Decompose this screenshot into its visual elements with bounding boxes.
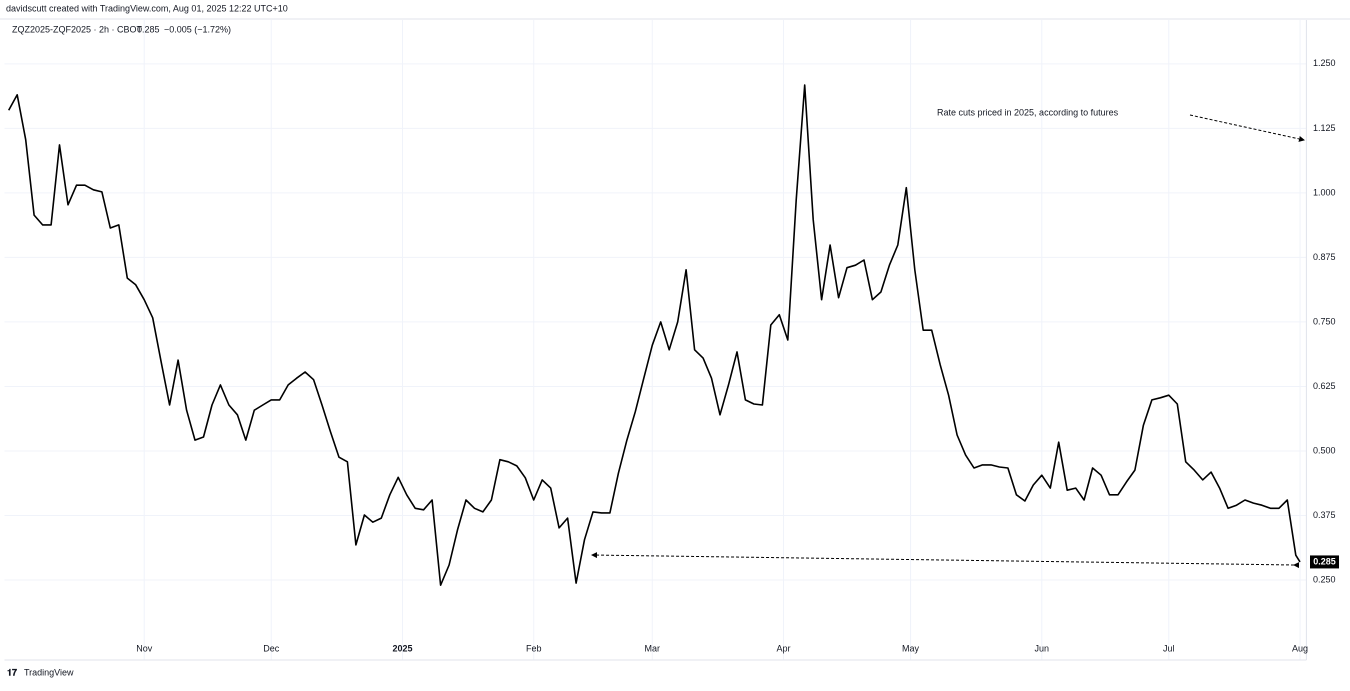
x-tick-label: Jul bbox=[1163, 643, 1175, 653]
x-tick-label: Feb bbox=[526, 643, 542, 653]
x-tick-label: May bbox=[902, 643, 920, 653]
y-tick-label: 0.500 bbox=[1313, 445, 1336, 455]
symbol: ZQZ2025-ZQF2025 · 2h · CBOT bbox=[12, 24, 143, 34]
y-tick-label: 0.625 bbox=[1313, 381, 1336, 391]
brand: 𝟏𝟕 TradingView bbox=[7, 667, 74, 677]
y-tick-label: 0.250 bbox=[1313, 574, 1336, 584]
y-tick-label: 1.000 bbox=[1313, 187, 1336, 197]
x-tick-label: Dec bbox=[263, 643, 280, 653]
last-price: 0.285 bbox=[137, 24, 160, 34]
price-line bbox=[7, 84, 1301, 586]
x-tick-label: Aug bbox=[1292, 643, 1308, 653]
plot bbox=[7, 84, 1301, 586]
brand-logo: 𝟏𝟕 bbox=[7, 667, 17, 677]
annotation-arrow bbox=[1189, 114, 1305, 142]
y-tick-label: 0.875 bbox=[1313, 252, 1336, 262]
y-tick-label: 0.375 bbox=[1313, 510, 1336, 520]
x-tick-label: Mar bbox=[645, 643, 661, 653]
x-tick-label: 2025 bbox=[392, 643, 412, 653]
level-arrow bbox=[591, 552, 1300, 569]
y-tick-label: 1.250 bbox=[1313, 58, 1336, 68]
price-change: −0.005 (−1.72%) bbox=[164, 24, 231, 34]
annotation: Rate cuts priced in 2025, according to f… bbox=[937, 107, 1119, 117]
y-tick-label: 1.125 bbox=[1313, 123, 1336, 133]
last-price-box bbox=[1310, 555, 1339, 569]
x-tick-label: Nov bbox=[136, 643, 153, 653]
credit: davidscutt created with TradingView.com,… bbox=[6, 3, 288, 13]
brand-name: TradingView bbox=[24, 667, 74, 677]
last-price-label: 0.285 bbox=[1313, 556, 1336, 566]
y-tick-label: 0.750 bbox=[1313, 316, 1336, 326]
x-tick-label: Jun bbox=[1035, 643, 1050, 653]
x-tick-label: Apr bbox=[777, 643, 791, 653]
